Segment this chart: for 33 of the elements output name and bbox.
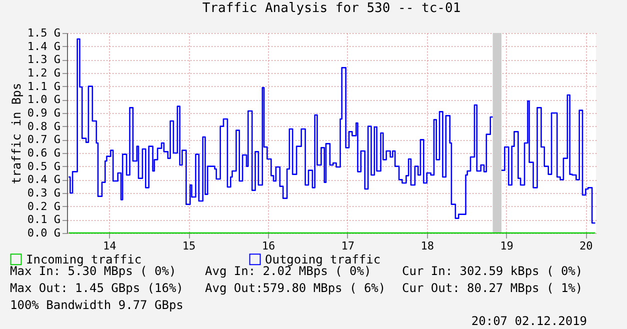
y-tick-label: 0.1 G: [27, 213, 60, 226]
x-tick-label: 18: [420, 240, 434, 252]
y-tick-label: 0.4 G: [27, 173, 60, 186]
text: 100% Bandwidth 9.77 GBps: [10, 298, 184, 312]
text: Avg Out:579.80 MBps ( 6%): [205, 281, 386, 295]
y-tick-label: 0.6 G: [27, 146, 60, 160]
x-tick-label: 14: [102, 240, 117, 252]
y-tick-label: 0.2 G: [27, 200, 60, 213]
x-tick-label: 17: [341, 240, 355, 252]
text: Cur In: 302.59 kBps ( 0%): [402, 264, 583, 278]
y-tick-label: 0.8 G: [27, 120, 60, 133]
y-tick-label: 1.4 G: [27, 40, 60, 53]
y-tick-label: 0.9 G: [27, 106, 60, 120]
y-axis-title: traffic in Bps: [9, 82, 24, 184]
legend-label: Outgoing traffic: [265, 252, 381, 266]
x-tick-label: 19: [500, 240, 514, 252]
x-tick-label: 15: [182, 240, 196, 252]
legend-label: Incoming traffic: [26, 252, 142, 266]
chart-title: Traffic Analysis for 530 -- tc-01: [202, 1, 461, 16]
y-tick-label: 1.2 G: [27, 66, 60, 80]
y-tick-label: 0.7 G: [27, 133, 60, 146]
y-tick-label: 0.0 G: [27, 226, 60, 240]
y-tick-label: 0.5 G: [27, 160, 60, 173]
x-tick-label: 20: [580, 240, 593, 252]
y-tick-label: 1.1 G: [27, 80, 60, 93]
x-tick-label: 16: [262, 240, 276, 252]
y-tick-label: 1.5 G: [27, 26, 60, 40]
y-tick-label: 1.0 G: [27, 93, 60, 106]
text: Max Out: 1.45 GBps (16%): [10, 281, 184, 295]
text: 20:07 02.12.2019: [471, 314, 587, 328]
y-tick-label: 0.3 G: [27, 186, 60, 200]
text: Cur Out: 80.27 MBps ( 1%): [402, 281, 583, 295]
y-tick-label: 1.3 G: [27, 53, 60, 66]
